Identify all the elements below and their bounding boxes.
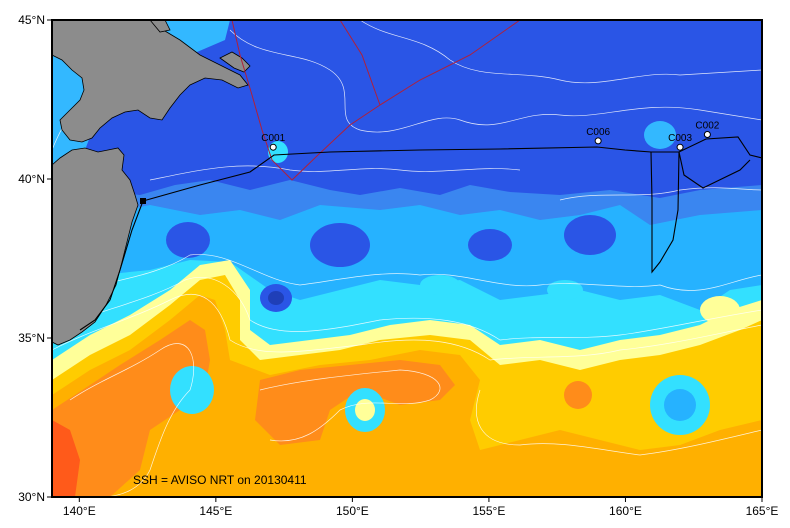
map-frame: [51, 19, 763, 498]
x-tick-label: 140°E: [63, 504, 96, 518]
station-marker-c001: [269, 143, 277, 151]
y-tick-label: 35°N: [18, 331, 45, 345]
axes-layer: 140°E 145°E 150°E 155°E 160°E 165°E 45°N 40°N 35…: [18, 13, 778, 518]
ssh-eddy-cyan-c001: [268, 141, 288, 163]
ssh-eddy-blue-6: [564, 215, 616, 255]
station-marker-c003: [676, 143, 684, 151]
contour-lines: [52, 20, 762, 497]
y-tick-label: 45°N: [18, 13, 45, 27]
station-label-c003: C003: [668, 133, 692, 144]
map-caption: SSH = AVISO NRT on 20130411: [133, 473, 307, 487]
x-tick-label: 155°E: [473, 504, 506, 518]
x-tick-label: 145°E: [199, 504, 232, 518]
ssh-eddy-blue-3: [310, 223, 370, 267]
boundary-lines: [231, 20, 521, 181]
ssh-eddy-blue-5: [468, 229, 512, 261]
ssh-eddy-pale-1: [355, 399, 375, 421]
ssh-band-red-orange: [52, 420, 80, 497]
ssh-eddy-blue-2: [166, 222, 210, 258]
y-tick-label: 40°N: [18, 172, 45, 186]
station-marker-c006: [594, 137, 602, 145]
ssh-band-orange: [52, 320, 210, 497]
ssh-field: [52, 20, 762, 497]
ssh-eddy-orange-1: [564, 381, 592, 409]
ship-track: [79, 136, 762, 331]
station-label-c006: C006: [586, 127, 610, 138]
ssh-eddy-deep-1: [268, 291, 284, 305]
station-marker-c002: [703, 130, 711, 138]
y-tick-label: 30°N: [18, 490, 45, 504]
x-tick-label: 165°E: [746, 504, 779, 518]
land-honshu: [52, 147, 139, 346]
land-hokkaido: [52, 20, 249, 143]
ssh-eddy-cyan-1: [170, 366, 214, 414]
station-label-c002: C002: [695, 120, 719, 131]
port-marker: [140, 198, 146, 204]
ssh-eddy-cyan-c002: [644, 121, 676, 149]
ssh-eddy-pale-2: [700, 296, 740, 324]
station-label-c001: C001: [261, 133, 285, 144]
ssh-eddy-blue-1: [664, 389, 696, 421]
ssh-eddy-cyan-5: [547, 280, 583, 300]
x-tick-label: 150°E: [336, 504, 369, 518]
ssh-eddy-cyan-4: [420, 275, 460, 295]
land-sakhalin: [149, 20, 171, 33]
x-tick-label: 160°E: [609, 504, 642, 518]
land-kuril: [219, 51, 251, 73]
